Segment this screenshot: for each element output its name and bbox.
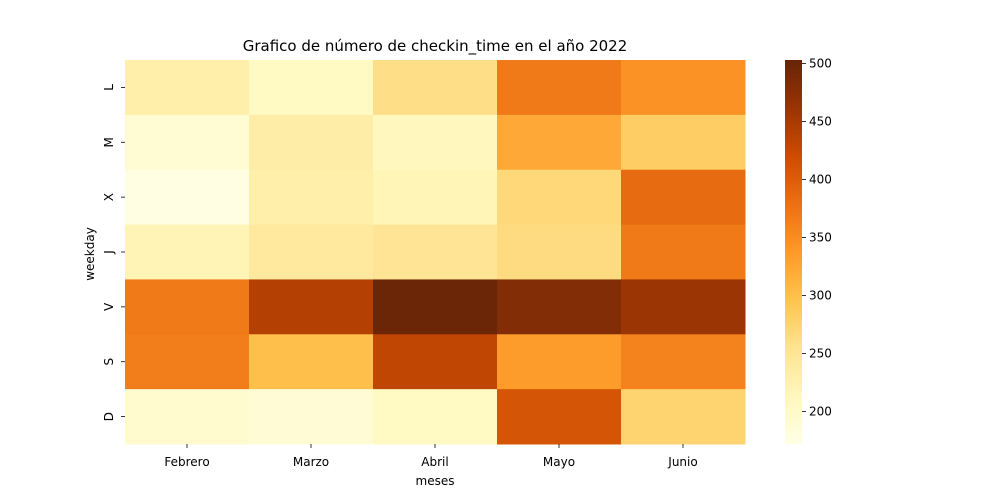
heatmap-cell-J-Junio bbox=[621, 224, 746, 280]
chart-title: Grafico de número de checkin_time en el … bbox=[243, 37, 628, 56]
heatmap-cell-J-Marzo bbox=[249, 224, 374, 280]
colorbar bbox=[785, 60, 802, 444]
colorbar-tick-label: 400 bbox=[809, 172, 832, 186]
colorbar-tick-label: 500 bbox=[809, 56, 832, 70]
heatmap-cell-V-Junio bbox=[621, 279, 746, 335]
heatmap-cell-S-Abril bbox=[373, 334, 498, 390]
heatmap-cell-S-Mayo bbox=[497, 334, 622, 390]
heatmap-cell-L-Mayo bbox=[497, 60, 622, 116]
y-tick-label: M bbox=[102, 137, 116, 147]
colorbar-tick-label: 200 bbox=[809, 405, 832, 419]
x-tick-label: Febrero bbox=[164, 455, 209, 469]
heatmap-cell-M-Junio bbox=[621, 114, 746, 171]
y-tick-label: X bbox=[102, 193, 116, 201]
heatmap-cell-S-Febrero bbox=[125, 334, 250, 390]
y-tick-label: L bbox=[102, 84, 116, 91]
x-axis-ticks: Febrero Marzo Abril Mayo Junio bbox=[164, 444, 698, 469]
heatmap-cell-X-Junio bbox=[621, 169, 746, 226]
heatmap-cell-X-Mayo bbox=[497, 169, 622, 226]
y-axis-label: weekday bbox=[83, 227, 97, 281]
heatmap-cell-M-Febrero bbox=[125, 114, 250, 171]
heatmap-cell-J-Abril bbox=[373, 224, 498, 280]
y-tick-label: V bbox=[102, 302, 116, 311]
heatmap-cell-X-Febrero bbox=[125, 169, 250, 226]
heatmap-cell-J-Febrero bbox=[125, 224, 250, 280]
heatmap-cell-L-Abril bbox=[373, 60, 498, 116]
colorbar-tick-label: 300 bbox=[809, 289, 832, 303]
x-tick-label: Marzo bbox=[293, 455, 329, 469]
heatmap-cell-D-Junio bbox=[621, 389, 746, 445]
x-tick-label: Mayo bbox=[543, 455, 575, 469]
heatmap-cell-V-Marzo bbox=[249, 279, 374, 335]
y-axis-ticks: L M X J V S D bbox=[102, 84, 125, 421]
colorbar-ticks: 200 250 300 350 400 450 500 bbox=[802, 56, 832, 419]
colorbar-tick-label: 450 bbox=[809, 114, 832, 128]
heatmap-cell-V-Febrero bbox=[125, 279, 250, 335]
x-tick-label: Abril bbox=[421, 455, 448, 469]
colorbar-tick-label: 350 bbox=[809, 230, 832, 244]
heatmap-cell-V-Mayo bbox=[497, 279, 622, 335]
heatmap-cells bbox=[125, 60, 746, 445]
heatmap-cell-J-Mayo bbox=[497, 224, 622, 280]
heatmap-cell-M-Marzo bbox=[249, 114, 374, 171]
heatmap-cell-M-Mayo bbox=[497, 114, 622, 171]
heatmap-cell-D-Mayo bbox=[497, 389, 622, 445]
colorbar-tick-label: 250 bbox=[809, 347, 832, 361]
heatmap-cell-D-Marzo bbox=[249, 389, 374, 445]
heatmap-cell-D-Abril bbox=[373, 389, 498, 445]
heatmap-cell-L-Junio bbox=[621, 60, 746, 116]
heatmap-cell-L-Febrero bbox=[125, 60, 250, 116]
heatmap-cell-M-Abril bbox=[373, 114, 498, 171]
y-tick-label: D bbox=[102, 412, 116, 421]
heatmap-cell-X-Abril bbox=[373, 169, 498, 226]
heatmap-cell-V-Abril bbox=[373, 279, 498, 335]
heatmap-cell-X-Marzo bbox=[249, 169, 374, 226]
heatmap-cell-L-Marzo bbox=[249, 60, 374, 116]
x-axis-label: meses bbox=[416, 474, 455, 488]
heatmap-cell-S-Marzo bbox=[249, 334, 374, 390]
x-tick-label: Junio bbox=[667, 455, 697, 469]
y-tick-label: S bbox=[102, 358, 116, 366]
y-tick-label: J bbox=[102, 250, 116, 255]
heatmap-cell-S-Junio bbox=[621, 334, 746, 390]
heatmap-cell-D-Febrero bbox=[125, 389, 250, 445]
